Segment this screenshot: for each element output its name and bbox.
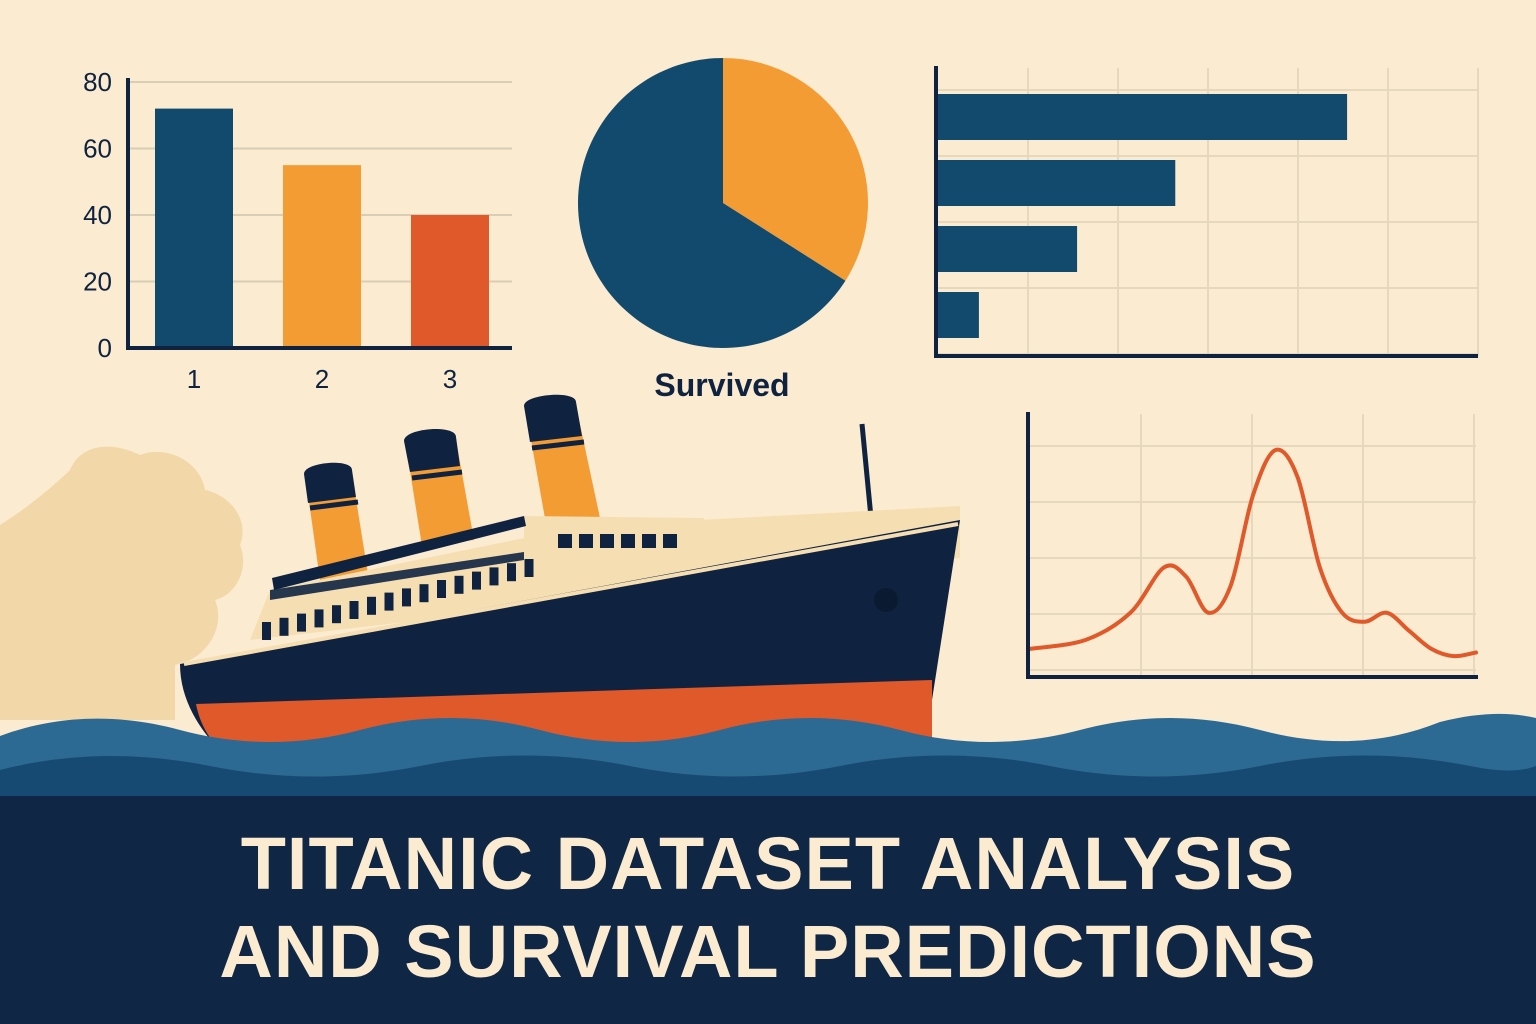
line-series bbox=[1028, 447, 1478, 659]
ship-window bbox=[437, 580, 446, 598]
ship-window bbox=[558, 534, 572, 548]
ship-window bbox=[489, 567, 499, 586]
distribution-line-chart bbox=[1026, 412, 1478, 679]
hbar-bar bbox=[938, 292, 979, 338]
ship-mast bbox=[859, 423, 875, 529]
pie-slice bbox=[578, 58, 846, 349]
smoke-cloud bbox=[0, 446, 244, 720]
title-banner: TITANIC DATASET ANALYSIS AND SURVIVAL PR… bbox=[0, 796, 1536, 1024]
ship-windows bbox=[262, 534, 677, 640]
class-bar-chart: 0 20 40 60 80 1 2 3 bbox=[83, 67, 512, 394]
ship-deck-rail bbox=[270, 552, 524, 600]
ship-window bbox=[472, 571, 481, 590]
porthole-icon bbox=[874, 588, 898, 612]
bar bbox=[283, 165, 361, 348]
ship-window bbox=[332, 605, 341, 624]
pie-label: Survived bbox=[654, 367, 789, 403]
bar-y-tick-label: 20 bbox=[83, 267, 112, 297]
bar-x-tick-label: 1 bbox=[187, 364, 201, 394]
ship-window bbox=[419, 584, 429, 603]
bar-x-tick-label: 2 bbox=[315, 364, 329, 394]
ship-window bbox=[402, 588, 411, 607]
hbar-bar bbox=[938, 94, 1348, 140]
ship-window bbox=[579, 534, 593, 548]
ship-window bbox=[454, 575, 464, 594]
ship-window bbox=[642, 534, 656, 548]
funnel-icon bbox=[304, 462, 368, 580]
bar-y-tick-label: 60 bbox=[83, 134, 112, 164]
ship-hull-line bbox=[183, 522, 959, 666]
ship-superstructure bbox=[250, 506, 960, 640]
bar bbox=[155, 108, 233, 348]
hbar-bar bbox=[938, 160, 1176, 206]
sea-waves-front bbox=[0, 755, 1536, 800]
funnel-icon bbox=[404, 429, 474, 546]
bar-y-tick-label: 0 bbox=[98, 333, 112, 363]
bar-y-tick-label: 40 bbox=[83, 200, 112, 230]
page-title-line-2: AND SURVIVAL PREDICTIONS bbox=[219, 910, 1317, 993]
bar bbox=[411, 215, 489, 348]
ship-window bbox=[507, 563, 516, 582]
horizontal-bar-chart bbox=[934, 66, 1479, 358]
pie-slice bbox=[723, 58, 868, 281]
ship-window bbox=[663, 534, 677, 548]
ship-window bbox=[367, 596, 376, 615]
page-title-line-1: TITANIC DATASET ANALYSIS bbox=[240, 822, 1296, 905]
ship-window bbox=[384, 592, 394, 611]
ship-window bbox=[314, 609, 324, 628]
ship-window bbox=[297, 613, 306, 632]
funnel-icon bbox=[524, 394, 600, 524]
ship-window bbox=[621, 534, 635, 548]
ship-window bbox=[600, 534, 614, 548]
ship-window bbox=[279, 617, 289, 636]
bar-x-tick-label: 3 bbox=[443, 364, 457, 394]
ship-window bbox=[349, 601, 359, 619]
hbar-bar bbox=[938, 226, 1078, 272]
ship-window bbox=[524, 559, 534, 577]
titanic-ship-illustration bbox=[180, 394, 960, 752]
bar-y-tick-label: 80 bbox=[83, 67, 112, 97]
survived-pie-chart: Survived bbox=[578, 58, 868, 403]
ship-deck-rail bbox=[272, 516, 526, 590]
ship-window bbox=[262, 622, 271, 640]
